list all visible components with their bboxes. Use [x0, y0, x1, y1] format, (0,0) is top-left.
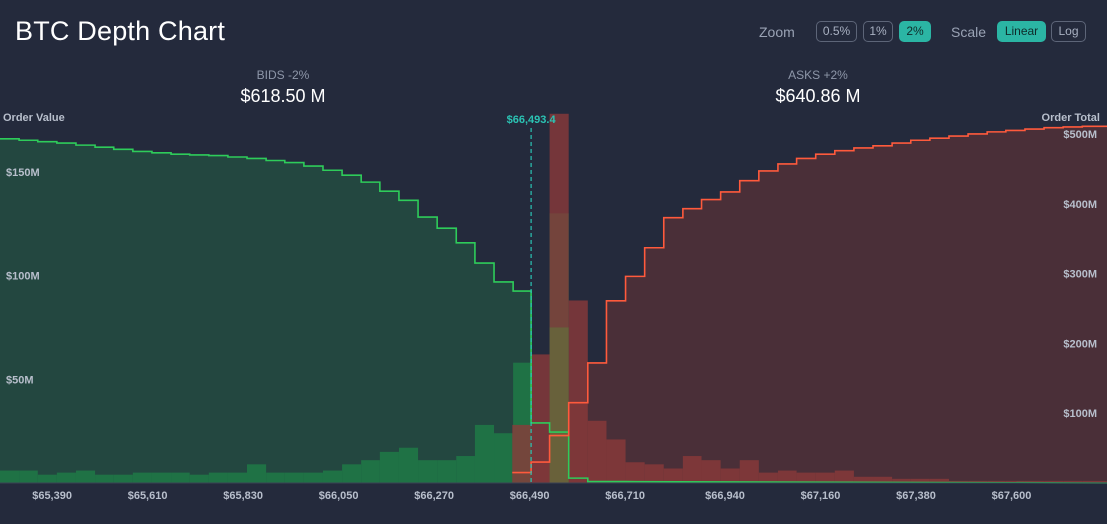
bid-tail-line: [530, 311, 1107, 484]
ask-volume-bar: [758, 472, 778, 483]
right-tick-label: $500M: [1063, 129, 1097, 141]
bid-volume-bar: [208, 472, 228, 483]
zoom-label: Zoom: [759, 24, 795, 40]
zoom-2-button[interactable]: 2%: [899, 21, 931, 42]
asks-value: $640.86 M: [775, 86, 861, 106]
page-title: BTC Depth Chart: [15, 16, 226, 46]
bid-volume-bar: [113, 474, 133, 483]
ask-volume-bar: [929, 478, 949, 483]
bid-volume-bar: [75, 470, 96, 483]
x-tick-label: $67,600: [992, 490, 1032, 502]
scale-log-button[interactable]: Log: [1051, 21, 1086, 42]
right-tick-label: $100M: [1063, 408, 1097, 420]
ask-volume-bar: [834, 470, 854, 483]
ask-volume-bar: [1024, 480, 1045, 483]
bid-volume-bar: [494, 433, 514, 483]
x-tick-label: $65,390: [32, 490, 72, 502]
bid-volume-bar: [437, 460, 457, 483]
ask-volume-bar: [1082, 480, 1107, 483]
x-tick-label: $67,160: [801, 490, 841, 502]
ask-volume-bar: [1044, 480, 1064, 483]
mid-price-label: $66,493.4: [507, 114, 557, 126]
ask-volume-bar: [606, 439, 626, 483]
ask-volume-bar: [568, 300, 588, 483]
bid-volume-bar: [284, 472, 304, 483]
bid-volume-bar: [171, 472, 190, 483]
bid-volume-bar: [37, 474, 57, 483]
ask-volume-bar: [777, 470, 797, 483]
bid-cumulative-area: [0, 138, 532, 483]
bid-volume-bar: [19, 470, 38, 483]
x-tick-label: $65,610: [128, 490, 168, 502]
scale-linear-button[interactable]: Linear: [997, 21, 1046, 42]
ask-volume-bar: [663, 468, 683, 483]
bid-cumulative-line: [0, 138, 532, 312]
left-tick-label: $100M: [6, 271, 40, 283]
left-axis-title: Order Value: [3, 112, 65, 124]
ask-volume-bar: [531, 354, 550, 483]
right-tick-label: $300M: [1063, 269, 1097, 281]
ask-volume-bar: [892, 478, 911, 483]
x-tick-label: $66,710: [605, 490, 645, 502]
ask-volume-bar: [701, 460, 721, 483]
bid-volume-bar: [361, 460, 380, 483]
ask-volume-bar: [796, 472, 816, 483]
zoom-0-5-button[interactable]: 0.5%: [816, 21, 857, 42]
bid-volume-bar: [189, 474, 209, 483]
ask-volume-bar: [720, 468, 740, 483]
overlap-volume-bar: [549, 327, 569, 483]
ask-cumulative-line: [512, 125, 1107, 474]
zoom-1-button[interactable]: 1%: [863, 21, 893, 42]
asks-label: ASKS +2%: [788, 68, 848, 82]
x-tick-label: $65,830: [223, 490, 263, 502]
bid-volume-bar: [418, 460, 438, 483]
ask-volume-bar: [853, 476, 874, 483]
x-tick-label: $66,270: [414, 490, 454, 502]
asks-summary: ASKS +2% $640.86 M: [668, 68, 968, 107]
bids-value: $618.50 M: [240, 86, 326, 106]
left-tick-label: $50M: [6, 374, 34, 386]
ask-volume-bar: [873, 476, 893, 483]
x-tick-label: $66,050: [319, 490, 359, 502]
bid-volume-bar: [303, 472, 323, 483]
ask-volume-bar: [815, 472, 835, 483]
bid-volume-bar: [456, 456, 475, 483]
right-tick-label: $200M: [1063, 338, 1097, 350]
bid-volume-bar: [132, 472, 152, 483]
bid-volume-bar: [95, 474, 114, 483]
ask-volume-bar: [1063, 480, 1083, 483]
ask-volume-bar: [512, 424, 532, 483]
x-tick-label: $66,940: [705, 490, 745, 502]
ask-volume-bar: [644, 464, 664, 483]
ask-volume-bar: [587, 420, 607, 483]
bid-volume-bar: [398, 447, 419, 483]
bid-volume-bar: [379, 451, 399, 483]
bid-volume-bar: [151, 472, 172, 483]
bid-volume-bar: [322, 470, 343, 483]
ask-cumulative-area: [512, 125, 1107, 483]
scale-label: Scale: [951, 24, 987, 40]
bid-volume-bar: [227, 472, 248, 483]
left-tick-label: $150M: [6, 167, 40, 179]
bid-volume-bar: [474, 424, 495, 483]
ask-volume-bar: [682, 456, 702, 483]
bid-volume-bar: [342, 464, 362, 483]
bid-volume-bar: [56, 472, 76, 483]
x-tick-label: $67,380: [896, 490, 936, 502]
bid-volume-bar: [266, 472, 285, 483]
ask-volume-bar: [910, 478, 930, 483]
right-tick-label: $400M: [1063, 199, 1097, 211]
bids-summary: BIDS -2% $618.50 M: [133, 68, 433, 107]
right-axis-title: Order Total: [1041, 112, 1100, 124]
ask-volume-bar: [739, 460, 759, 483]
x-tick-label: $66,490: [510, 490, 550, 502]
bid-volume-bar: [0, 470, 20, 483]
bids-label: BIDS -2%: [256, 68, 310, 82]
ask-volume-bar: [625, 462, 645, 483]
bid-volume-bar: [247, 464, 267, 483]
